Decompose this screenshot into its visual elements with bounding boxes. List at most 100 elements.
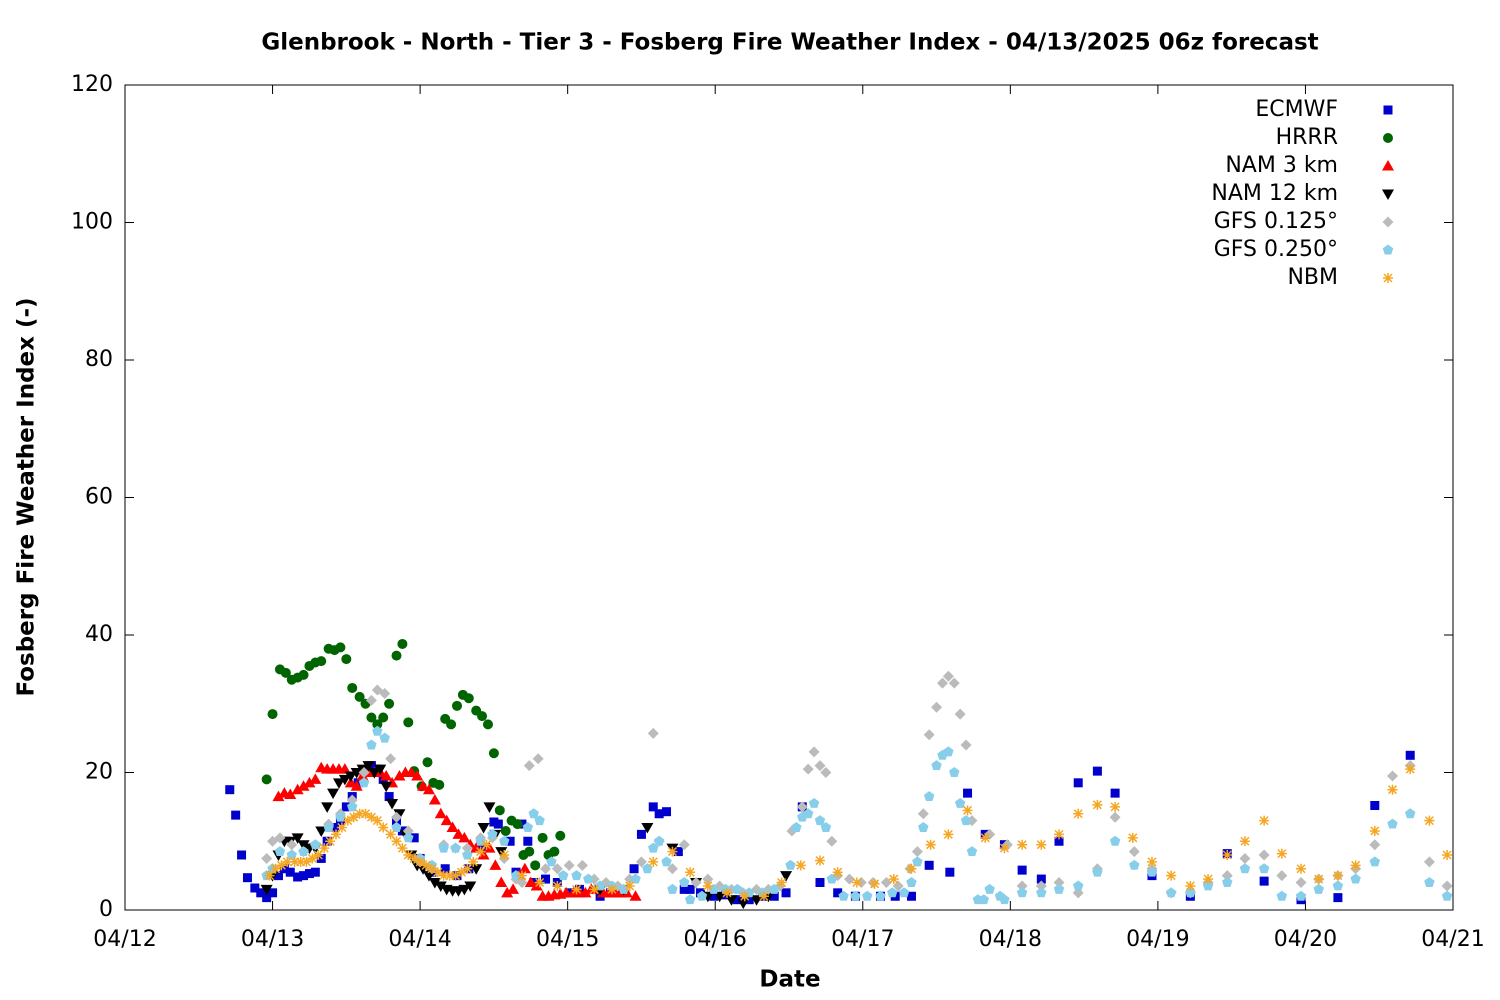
data-point bbox=[405, 766, 418, 777]
data-point bbox=[347, 682, 358, 693]
data-point bbox=[869, 878, 880, 889]
data-point bbox=[563, 859, 575, 871]
data-point bbox=[931, 701, 943, 713]
data-point bbox=[434, 779, 445, 790]
data-point bbox=[833, 888, 843, 898]
data-point bbox=[948, 677, 960, 689]
legend-label: HRRR bbox=[1276, 125, 1338, 150]
data-point bbox=[571, 870, 582, 881]
data-point bbox=[576, 859, 588, 871]
data-point bbox=[391, 650, 402, 661]
data-point bbox=[378, 712, 389, 723]
data-point bbox=[298, 669, 309, 680]
data-point bbox=[1259, 815, 1270, 826]
data-point bbox=[648, 856, 659, 867]
x-tick-label: 04/16 bbox=[684, 927, 747, 952]
data-point bbox=[1146, 856, 1157, 867]
data-point bbox=[690, 877, 702, 888]
data-point bbox=[301, 856, 312, 867]
data-point bbox=[342, 815, 353, 826]
data-point bbox=[325, 836, 336, 847]
data-point bbox=[1127, 832, 1138, 843]
data-point bbox=[304, 869, 314, 879]
data-point bbox=[1350, 860, 1361, 871]
data-point bbox=[524, 876, 537, 887]
legend-marker bbox=[1382, 216, 1394, 228]
data-point bbox=[641, 823, 654, 834]
data-point bbox=[629, 890, 642, 901]
data-point bbox=[679, 884, 689, 894]
data-point bbox=[906, 877, 917, 887]
data-point bbox=[299, 871, 309, 881]
data-point bbox=[350, 768, 363, 779]
data-point bbox=[685, 884, 695, 894]
data-point bbox=[225, 785, 235, 795]
x-tick-label: 04/20 bbox=[1274, 927, 1337, 952]
data-point bbox=[432, 867, 443, 878]
data-point bbox=[875, 890, 886, 901]
x-tick-label: 04/12 bbox=[93, 927, 156, 952]
data-point bbox=[552, 880, 563, 891]
data-point bbox=[310, 839, 321, 850]
data-point bbox=[1276, 890, 1288, 901]
legend-marker bbox=[1383, 105, 1393, 115]
data-point bbox=[487, 828, 498, 839]
data-point bbox=[1165, 887, 1177, 898]
x-tick-label: 04/15 bbox=[536, 927, 599, 952]
data-point bbox=[709, 891, 719, 901]
data-point bbox=[391, 836, 402, 847]
legend-marker bbox=[1382, 244, 1394, 255]
data-point bbox=[366, 712, 377, 723]
data-point bbox=[307, 853, 318, 864]
data-point bbox=[421, 860, 432, 871]
x-tick-label: 04/18 bbox=[979, 927, 1042, 952]
data-point bbox=[256, 888, 266, 898]
data-point bbox=[1441, 880, 1453, 892]
data-point bbox=[415, 856, 426, 867]
data-point bbox=[1239, 852, 1251, 864]
data-point bbox=[477, 711, 488, 722]
data-point bbox=[923, 791, 935, 802]
data-point bbox=[280, 667, 291, 678]
data-point bbox=[796, 801, 808, 813]
data-point bbox=[546, 856, 557, 867]
data-point bbox=[1405, 764, 1416, 775]
data-point bbox=[960, 815, 972, 826]
data-point bbox=[1016, 887, 1028, 898]
data-point bbox=[528, 808, 539, 819]
data-point bbox=[943, 746, 954, 757]
data-point bbox=[667, 883, 678, 894]
data-point bbox=[555, 830, 566, 841]
data-point bbox=[1296, 863, 1307, 874]
data-point bbox=[594, 880, 606, 891]
data-point bbox=[1258, 863, 1270, 874]
data-point bbox=[336, 822, 347, 833]
x-axis-title: Date bbox=[759, 967, 820, 993]
data-point bbox=[456, 867, 467, 878]
data-point bbox=[960, 739, 972, 751]
data-point bbox=[501, 886, 514, 898]
data-point bbox=[1053, 883, 1065, 894]
legend-label: NAM 12 km bbox=[1211, 181, 1338, 206]
legend-label: ECMWF bbox=[1255, 97, 1338, 122]
data-point bbox=[820, 767, 832, 778]
data-point bbox=[1387, 818, 1398, 829]
data-point bbox=[450, 870, 461, 881]
data-point bbox=[446, 719, 457, 730]
data-point bbox=[962, 805, 973, 816]
data-point bbox=[315, 826, 328, 837]
data-point bbox=[344, 776, 357, 788]
data-point bbox=[512, 819, 523, 830]
data-point bbox=[231, 810, 241, 820]
data-point bbox=[350, 780, 363, 791]
data-point bbox=[458, 831, 471, 843]
data-point bbox=[346, 794, 358, 806]
data-point bbox=[372, 725, 383, 736]
data-point bbox=[1441, 890, 1453, 901]
data-point bbox=[286, 839, 298, 851]
data-point bbox=[673, 847, 683, 857]
data-point bbox=[385, 829, 396, 840]
data-point bbox=[629, 864, 639, 874]
data-point bbox=[409, 853, 420, 864]
